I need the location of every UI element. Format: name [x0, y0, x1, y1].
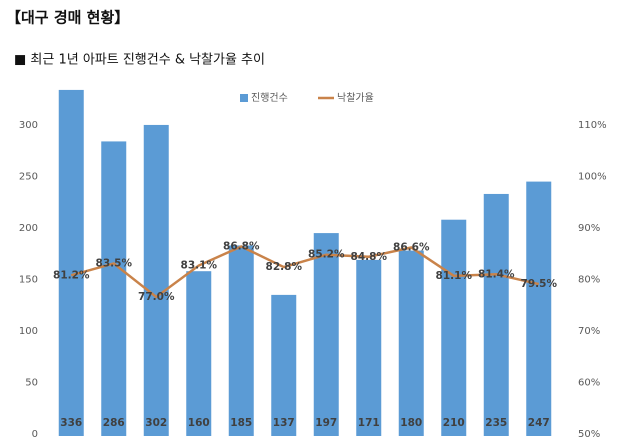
bar-value-label: 185 [230, 417, 252, 429]
bar-value-label: 286 [103, 417, 125, 429]
y-tick-label: 300 [19, 120, 38, 131]
bar [58, 89, 84, 437]
bar-value-label: 235 [485, 417, 507, 429]
line-value-label: 77.0% [138, 291, 175, 303]
line-value-label: 81.2% [53, 269, 90, 281]
line-value-label: 83.5% [96, 257, 133, 269]
y2-tick-label: 110% [578, 120, 607, 131]
line-value-label: 81.1% [436, 270, 473, 282]
y-tick-label: 200 [19, 223, 38, 234]
y2-tick-label: 50% [578, 429, 600, 439]
line-value-label: 83.1% [181, 260, 218, 272]
line-value-label: 85.2% [308, 249, 345, 261]
line-value-label: 79.5% [521, 278, 558, 290]
bar-value-label: 247 [528, 417, 550, 429]
line-value-label: 84.8% [351, 251, 388, 263]
bar [271, 294, 297, 436]
bar [356, 259, 382, 436]
bar [186, 271, 212, 436]
y2-tick-label: 90% [578, 223, 600, 234]
bar-value-label: 180 [400, 417, 422, 429]
y-tick-label: 150 [19, 275, 38, 286]
bar [101, 141, 127, 437]
line-value-label: 86.8% [223, 240, 260, 252]
line-value-label: 86.6% [393, 242, 430, 254]
y2-tick-label: 70% [578, 326, 600, 337]
y-tick-label: 0 [32, 429, 38, 439]
chart-subtitle: ■ 최근 1년 아파트 진행건수 & 낙찰가율 추이 [14, 52, 265, 68]
bar-value-label: 336 [60, 417, 82, 429]
bar [398, 250, 424, 436]
legend-swatch [240, 94, 248, 102]
bar-value-label: 197 [315, 417, 337, 429]
y-tick-label: 250 [19, 172, 38, 183]
bar-value-label: 210 [443, 417, 465, 429]
bar-value-label: 302 [145, 417, 167, 429]
bar-value-label: 137 [273, 417, 295, 429]
y2-tick-label: 80% [578, 275, 600, 286]
bar-value-label: 160 [188, 417, 210, 429]
bar [228, 245, 254, 436]
y-tick-label: 50 [25, 378, 38, 389]
y-tick-label: 100 [19, 326, 38, 337]
line-value-label: 82.8% [266, 261, 303, 273]
bar [313, 233, 339, 436]
y2-tick-label: 100% [578, 172, 607, 183]
y2-tick-label: 60% [578, 378, 600, 389]
bar [526, 181, 552, 436]
line-value-label: 81.4% [478, 268, 515, 280]
chart-title: 【대구 경매 현황】 [6, 9, 129, 27]
legend-label: 낙찰가율 [337, 92, 374, 104]
bar [483, 193, 509, 436]
bar [441, 219, 467, 436]
bar [143, 124, 169, 436]
legend-label: 진행건수 [251, 92, 288, 104]
line [70, 245, 540, 299]
bar-value-label: 171 [358, 417, 380, 429]
